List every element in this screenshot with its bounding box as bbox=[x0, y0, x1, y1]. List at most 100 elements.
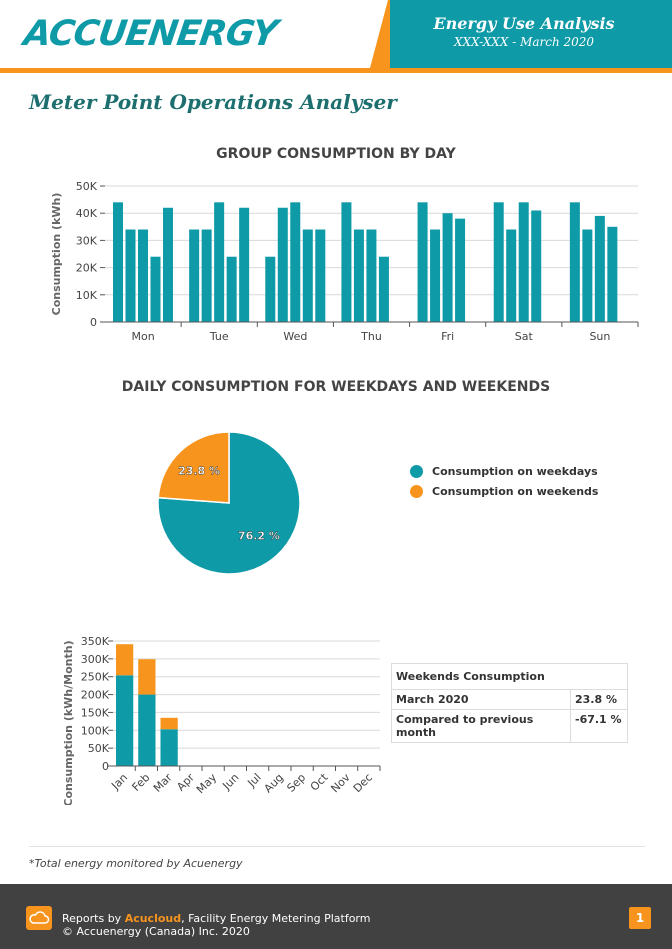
bar bbox=[239, 207, 250, 322]
bar bbox=[506, 229, 517, 322]
x-tick-label: Mar bbox=[151, 771, 175, 795]
bar bbox=[417, 202, 428, 322]
bar bbox=[189, 229, 200, 322]
bar bbox=[125, 229, 136, 322]
legend-label-weekdays: Consumption on weekdays bbox=[432, 464, 598, 478]
bar bbox=[138, 229, 148, 322]
table-row: Compared to previous month -67.1 % bbox=[391, 709, 628, 743]
bar bbox=[493, 202, 504, 322]
bar bbox=[113, 202, 123, 322]
y-tick-label: 20K bbox=[76, 262, 98, 275]
bar bbox=[518, 202, 529, 322]
pie-legend: Consumption on weekdays Consumption on w… bbox=[410, 461, 598, 501]
y-tick-label: 10K bbox=[76, 289, 98, 302]
weekday-weekend-pie: 76.2 % 23.8 % bbox=[157, 431, 301, 575]
x-tick-label: Jul bbox=[244, 771, 263, 790]
footnote: *Total energy monitored by Acuenergy bbox=[29, 857, 243, 870]
pie-label: 23.8 % bbox=[178, 465, 220, 478]
bar bbox=[442, 213, 453, 322]
bar bbox=[163, 207, 173, 322]
y-axis-label: Consumption (kWh) bbox=[50, 193, 63, 316]
x-tick-label: Sep bbox=[284, 771, 308, 795]
y-tick-label: 50K bbox=[76, 180, 98, 193]
weekends-consumption-table: Weekends Consumption March 2020 23.8 % C… bbox=[391, 663, 628, 743]
bar bbox=[150, 256, 161, 322]
bar bbox=[290, 202, 301, 322]
bar bbox=[569, 202, 580, 322]
bar bbox=[201, 229, 212, 322]
x-tick-label: Fri bbox=[441, 330, 454, 343]
stacked-bar-segment bbox=[138, 659, 156, 695]
header-title-box bbox=[390, 0, 672, 68]
x-tick-label: Oct bbox=[308, 770, 331, 793]
footer-separator bbox=[29, 846, 645, 847]
y-tick-label: 250K bbox=[81, 671, 110, 684]
group-consumption-chart: 0 10K 20K 30K 40K 50K Consumption (kWh) Mon Tue W… bbox=[50, 180, 639, 343]
legend-item-weekdays: Consumption on weekdays bbox=[410, 461, 598, 481]
y-tick-label: 100K bbox=[81, 724, 110, 737]
x-tick-label: May bbox=[194, 771, 220, 797]
stacked-bar-segment bbox=[116, 675, 134, 766]
group-consumption-title: GROUP CONSUMPTION BY DAY bbox=[216, 146, 456, 162]
y-tick-label: 350K bbox=[81, 635, 110, 648]
table-cell-value: -67.1 % bbox=[570, 709, 628, 743]
x-tick-label: Jan bbox=[108, 771, 130, 793]
report-subtitle: XXX-XXX - March 2020 bbox=[453, 35, 595, 49]
y-tick-label: 300K bbox=[81, 653, 110, 666]
y-tick-label: 40K bbox=[76, 207, 98, 220]
stacked-bar-segment bbox=[160, 717, 178, 730]
legend-dot-weekends bbox=[410, 484, 423, 498]
y-tick-label: 0 bbox=[90, 316, 97, 329]
acucloud-link[interactable]: Acucloud bbox=[124, 912, 182, 925]
y-tick-label: 30K bbox=[76, 234, 98, 247]
bar bbox=[353, 229, 364, 322]
bar bbox=[214, 202, 225, 322]
table-header-row: Weekends Consumption bbox=[391, 663, 628, 690]
page-number: 1 bbox=[629, 907, 651, 929]
footer-prefix: Reports by bbox=[62, 912, 125, 925]
bar bbox=[607, 226, 618, 322]
stacked-bar-segment bbox=[116, 644, 134, 676]
report-title: Energy Use Analysis bbox=[433, 14, 615, 33]
bar bbox=[265, 256, 276, 322]
footer-suffix: , Facility Energy Metering Platform bbox=[181, 912, 371, 925]
daily-consumption-title: DAILY CONSUMPTION FOR WEEKDAYS AND WEEKE… bbox=[121, 379, 551, 395]
stacked-bar-segment bbox=[160, 729, 178, 766]
x-tick-label: Thu bbox=[360, 330, 382, 343]
table-cell-label: March 2020 bbox=[391, 689, 571, 710]
pie-label: 76.2 % bbox=[238, 529, 280, 542]
x-tick-label: Feb bbox=[130, 771, 153, 794]
page-footer: Reports by Acucloud, Facility Energy Met… bbox=[0, 884, 672, 949]
x-tick-label: Sat bbox=[515, 330, 534, 343]
x-tick-label: Dec bbox=[351, 771, 375, 795]
bar bbox=[594, 215, 605, 322]
monthly-consumption-chart: 0 50K 100K 150K 200K 250K 300K 350K Consumption … bbox=[62, 635, 381, 805]
page-title: Meter Point Operations Analyser bbox=[29, 90, 397, 114]
bar bbox=[315, 229, 326, 322]
bar bbox=[531, 210, 542, 322]
legend-dot-weekdays bbox=[410, 464, 423, 478]
y-tick-label: 150K bbox=[81, 706, 110, 719]
table-header: Weekends Consumption bbox=[391, 663, 628, 690]
x-tick-label: Apr bbox=[174, 771, 197, 794]
legend-label-weekends: Consumption on weekends bbox=[432, 484, 599, 498]
x-tick-label: Nov bbox=[328, 771, 353, 796]
x-tick-label: Jun bbox=[219, 771, 241, 793]
y-axis-label: Consumption (kWh/Month) bbox=[62, 640, 75, 805]
table-row: March 2020 23.8 % bbox=[391, 689, 628, 710]
footer-credit: Reports by Acucloud, Facility Energy Met… bbox=[62, 912, 370, 925]
bar bbox=[455, 218, 466, 322]
bar bbox=[582, 229, 593, 322]
report-header: ACCUENERGY Energy Use Analysis XXX-XXX -… bbox=[0, 0, 672, 73]
y-tick-label: 0 bbox=[102, 760, 109, 773]
cloud-icon bbox=[26, 906, 52, 930]
table-cell-value: 23.8 % bbox=[570, 689, 628, 710]
header-divider-bar bbox=[0, 68, 672, 73]
bar bbox=[302, 229, 313, 322]
bar bbox=[366, 229, 377, 322]
x-tick-label: Mon bbox=[131, 330, 154, 343]
footer-copyright: © Accuenergy (Canada) Inc. 2020 bbox=[62, 925, 250, 938]
y-tick-label: 200K bbox=[81, 689, 110, 702]
pie-slice bbox=[157, 431, 230, 504]
bar bbox=[430, 229, 441, 322]
